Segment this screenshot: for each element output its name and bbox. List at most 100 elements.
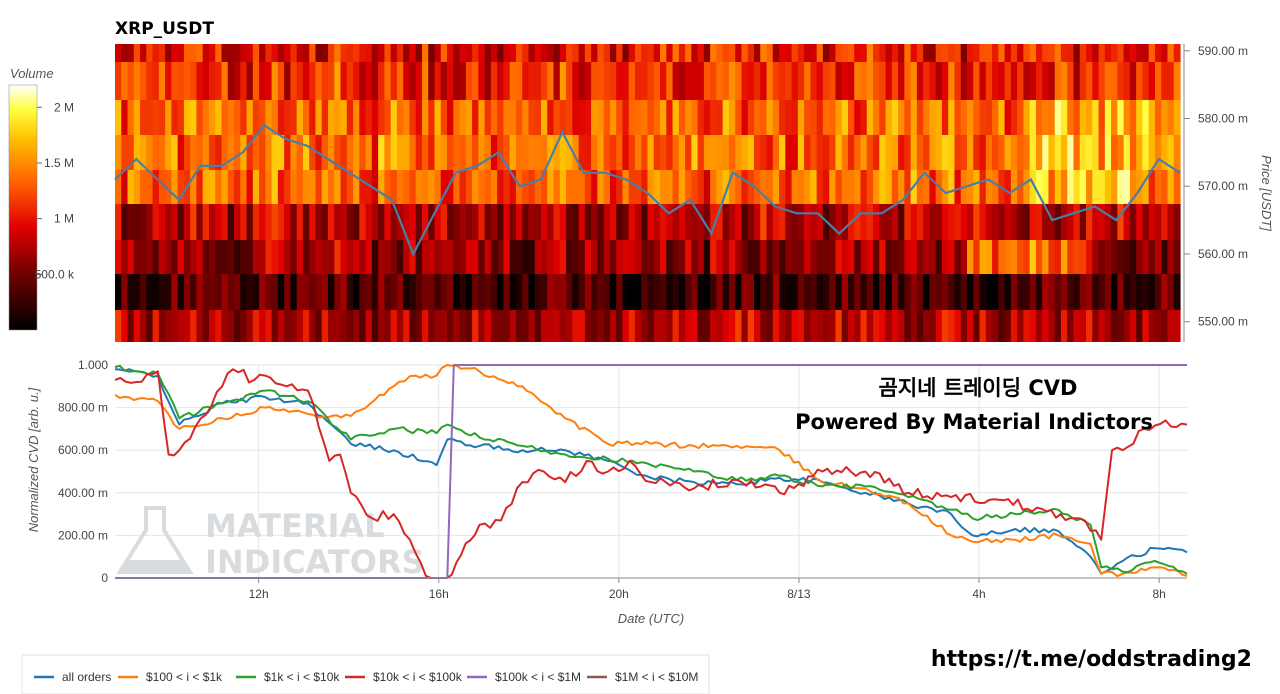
heatmap-title: XRP_USDT [115,19,214,39]
heatmap-cell [854,310,862,342]
heatmap-cell [415,135,423,170]
heatmap-cell [634,204,642,240]
heatmap-cell [1004,170,1012,204]
heatmap-cell [1054,310,1062,342]
heatmap-cell [522,274,530,310]
heatmap-cell [634,240,642,274]
heatmap-cell [766,240,774,274]
heatmap-cell [271,170,279,204]
heatmap-cell [603,240,611,274]
heatmap-cell [660,62,667,100]
heatmap-cell [259,204,266,240]
heatmap-cell [1173,62,1181,100]
heatmap-cell [490,310,498,342]
heatmap-cell [1154,310,1162,342]
telegram-link[interactable]: https://t.me/oddstrading2 [931,647,1252,672]
heatmap-cell [1117,44,1125,62]
heatmap-cell [666,274,674,310]
heatmap-cell [641,135,649,170]
heatmap-cell [898,100,905,135]
heatmap-cell [440,62,448,100]
heatmap-cell [240,62,248,100]
heatmap-cell [835,240,843,274]
heatmap-cell [1079,44,1087,62]
heatmap-cell [421,44,429,62]
heatmap-cell [841,274,849,310]
heatmap-cell [910,135,918,170]
heatmap-cell [497,44,505,62]
heatmap-cell [296,310,304,342]
heatmap-cell [271,44,279,62]
heatmap-cell [158,100,166,135]
heatmap-cell [227,274,235,310]
heatmap-cell [421,310,429,342]
heatmap-cell [703,170,711,204]
heatmap-cell [171,62,179,100]
heatmap-cell [1136,170,1144,204]
heatmap-cell [183,274,191,310]
heatmap-cell [478,100,486,135]
heatmap-cell [691,310,699,342]
heatmap-cell [371,240,379,274]
heatmap-cell [302,204,310,240]
heatmap-cell [497,274,505,310]
heatmap-cell [509,240,517,274]
heatmap-cell [484,44,492,62]
heatmap-cell [566,135,573,170]
heatmap-cell [1054,135,1062,170]
heatmap-cell [935,100,943,135]
heatmap-cell [954,135,962,170]
heatmap-cell [328,62,335,100]
heatmap-cell [421,135,429,170]
heatmap-cell [165,135,172,170]
heatmap-cell [234,274,241,310]
heatmap-cell [1092,62,1100,100]
heatmap-cell [728,100,736,135]
heatmap-cell [666,100,674,135]
heatmap-cell [1104,204,1112,240]
heatmap-cell [779,274,786,310]
heatmap-cell [403,100,411,135]
heatmap-cell [879,135,887,170]
heatmap-cell [340,100,348,135]
heatmap-cell [653,135,661,170]
heatmap-cell [941,100,949,135]
heatmap-cell [891,135,899,170]
heatmap-cell [509,170,517,204]
heatmap-cell [478,274,486,310]
heatmap-cell [252,100,260,135]
heatmap-cell [923,135,931,170]
heatmap-cell [735,310,743,342]
heatmap-cell [215,240,223,274]
heatmap-cell [584,135,592,170]
heatmap-cell [440,170,448,204]
heatmap-cell [171,274,179,310]
heatmap-cell [904,240,912,274]
heatmap-cell [904,100,912,135]
heatmap-cell [591,135,598,170]
heatmap-cell [660,274,667,310]
heatmap-cell [578,62,586,100]
heatmap-cell [1073,310,1081,342]
heatmap-cell [1086,44,1093,62]
heatmap-cell [728,310,736,342]
heatmap-cell [979,170,987,204]
heatmap-cell [1004,240,1012,274]
heatmap-cell [547,135,555,170]
heatmap-cell [234,310,241,342]
heatmap-cell [647,62,655,100]
heatmap-cell [183,135,191,170]
heatmap-cell [954,240,962,274]
heatmap-cell [1142,310,1150,342]
heatmap-cell [497,170,505,204]
heatmap-cell [115,44,122,62]
heatmap-cell [916,204,924,240]
heatmap-cell [810,135,818,170]
heatmap-cell [672,240,680,274]
heatmap-cell [1136,62,1144,100]
heatmap-cell [1042,44,1050,62]
heatmap-cell [716,204,724,240]
heatmap-cell [447,240,454,274]
heatmap-cell [127,204,135,240]
heatmap-cell [941,62,949,100]
